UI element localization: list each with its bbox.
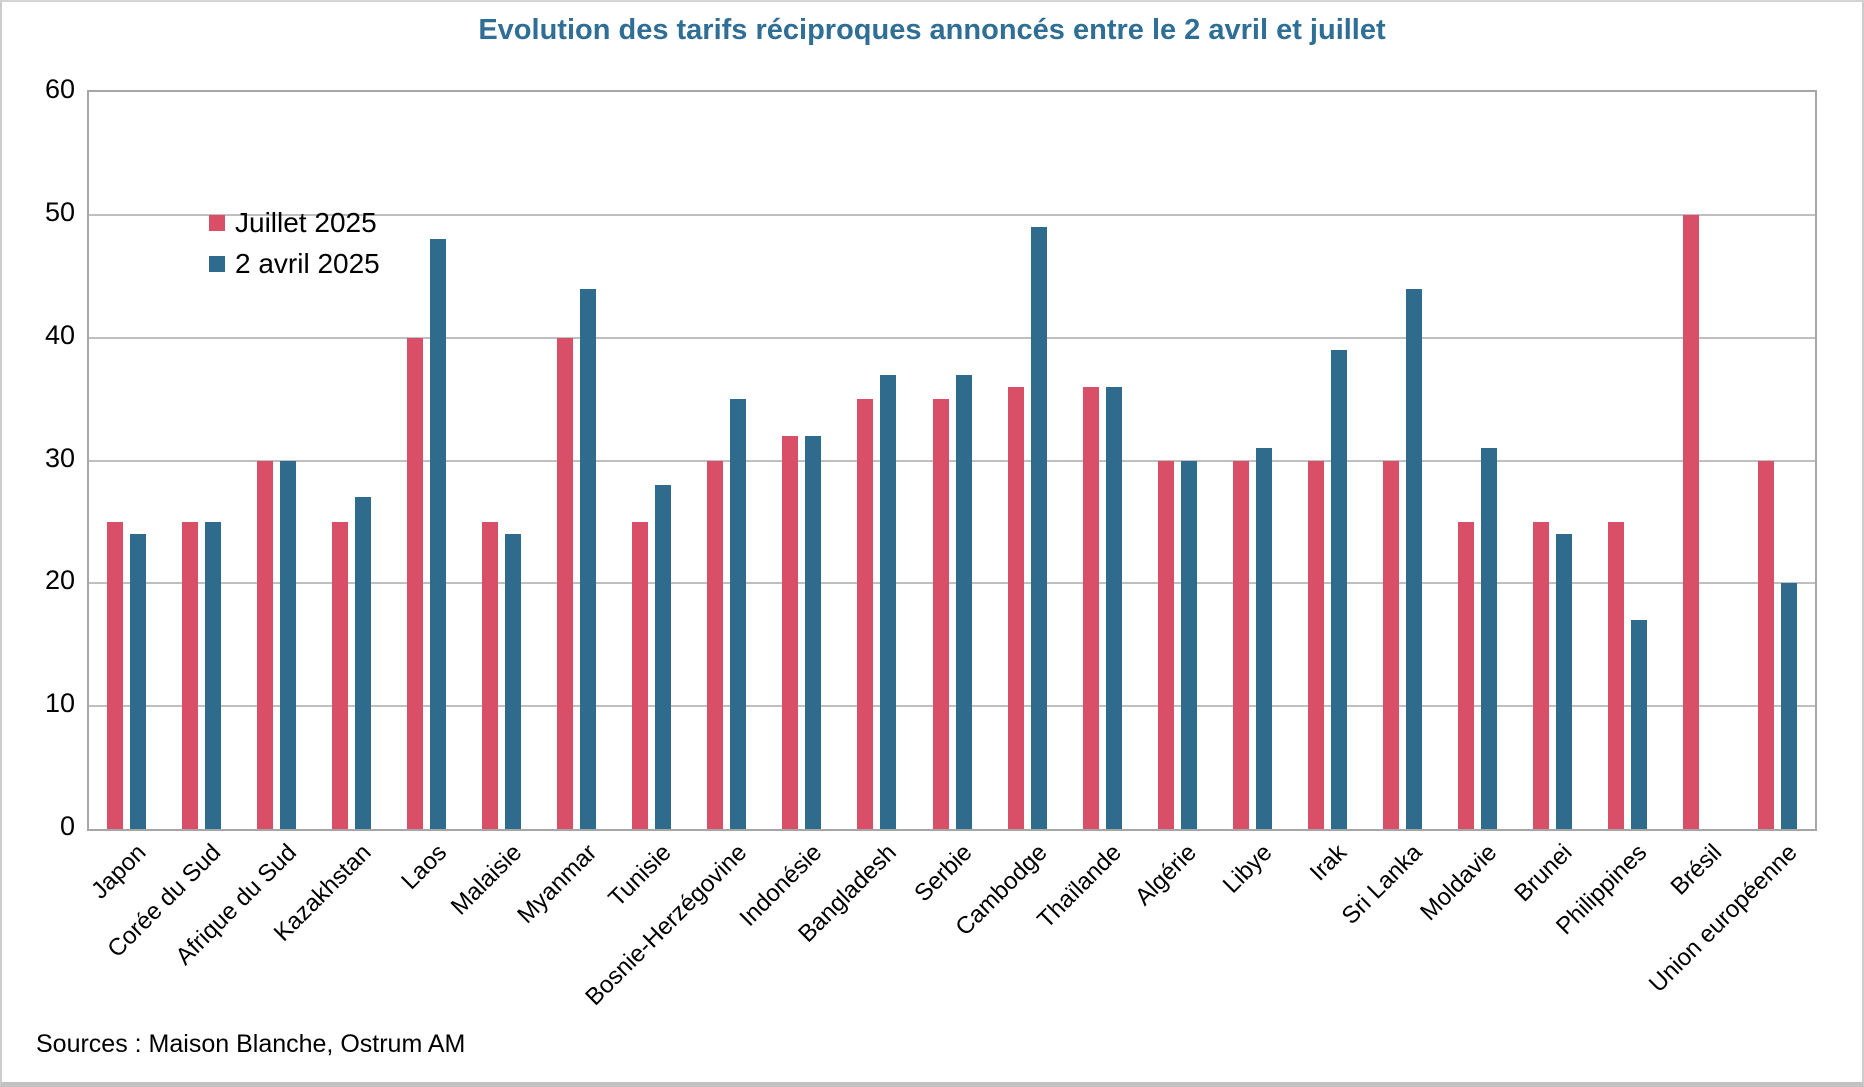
x-axis-label-tunisie: Tunisie <box>603 839 677 913</box>
bar-juillet-2025-algerie <box>1157 460 1174 829</box>
gridline-10 <box>89 705 1815 708</box>
bar-2-avril-2025-kazakhstan <box>355 497 372 829</box>
bar-juillet-2025-bresil <box>1682 214 1699 829</box>
x-axis-label-irak: Irak <box>1304 839 1353 887</box>
legend-swatch-juillet <box>209 215 225 231</box>
bar-2-avril-2025-philippines <box>1630 620 1647 829</box>
bar-2-avril-2025-tunisie <box>655 485 672 829</box>
bar-juillet-2025-bangladesh <box>857 399 874 829</box>
bar-2-avril-2025-laos <box>430 239 447 829</box>
bar-2-avril-2025-coree-du-sud <box>205 521 222 829</box>
bar-2-avril-2025-malaisie <box>505 534 522 829</box>
gridline-30 <box>89 459 1815 462</box>
bar-juillet-2025-thailande <box>1082 386 1099 829</box>
bar-juillet-2025-brunei <box>1532 521 1549 829</box>
bar-juillet-2025-japon <box>107 521 124 829</box>
bar-juillet-2025-serbie <box>932 399 949 829</box>
bar-juillet-2025-tunisie <box>632 521 649 829</box>
gridline-50 <box>89 213 1815 216</box>
legend-swatch-avril <box>209 256 225 272</box>
y-tick-label-60: 60 <box>44 74 75 104</box>
x-axis-label-japon: Japon <box>86 839 152 905</box>
y-tick-label-40: 40 <box>44 319 75 350</box>
bar-2-avril-2025-serbie <box>955 374 972 829</box>
bar-juillet-2025-philippines <box>1607 521 1624 829</box>
chart-title: Evolution des tarifs réciproques annoncé… <box>478 14 1386 46</box>
bar-juillet-2025-moldavie <box>1457 521 1474 829</box>
legend: Juillet 2025 2 avril 2025 <box>209 208 380 290</box>
bar-2-avril-2025-indonesie <box>805 435 822 829</box>
y-tick-label-0: 0 <box>59 811 75 841</box>
bar-2-avril-2025-moldavie <box>1480 448 1497 829</box>
y-tick-label-20: 20 <box>44 565 75 596</box>
x-axis-label-libye: Libye <box>1217 839 1278 899</box>
bar-2-avril-2025-bosnie-herzegovine <box>730 399 747 829</box>
bar-juillet-2025-irak <box>1307 460 1324 829</box>
plot-area: Juillet 2025 2 avril 2025 <box>87 90 1817 831</box>
legend-item-juillet: Juillet 2025 <box>209 208 380 238</box>
bar-2-avril-2025-brunei <box>1555 534 1572 829</box>
x-axis-label-moldavie: Moldavie <box>1415 839 1503 927</box>
bar-2-avril-2025-libye <box>1255 448 1272 829</box>
bar-2-avril-2025-japon <box>130 534 147 829</box>
bar-2-avril-2025-irak <box>1330 349 1347 829</box>
bar-2-avril-2025-afrique-du-sud <box>280 460 297 829</box>
gridline-20 <box>89 582 1815 585</box>
bar-juillet-2025-coree-du-sud <box>182 521 199 829</box>
bar-juillet-2025-afrique-du-sud <box>257 460 274 829</box>
bar-juillet-2025-bosnie-herzegovine <box>707 460 724 829</box>
bar-2-avril-2025-algerie <box>1180 460 1197 829</box>
legend-label-juillet: Juillet 2025 <box>235 207 377 238</box>
bar-juillet-2025-laos <box>407 337 424 829</box>
y-tick-label-10: 10 <box>44 688 75 719</box>
y-tick-label-30: 30 <box>44 442 75 473</box>
x-axis-label-laos: Laos <box>395 839 452 895</box>
gridline-40 <box>89 336 1815 339</box>
x-axis-label-sri-lanka: Sri Lanka <box>1336 839 1428 930</box>
bar-2-avril-2025-bangladesh <box>880 374 897 829</box>
x-axis-label-myanmar: Myanmar <box>512 839 602 929</box>
x-axis-label-bresil: Brésil <box>1665 839 1728 901</box>
bar-2-avril-2025-sri-lanka <box>1405 288 1422 829</box>
bar-juillet-2025-cambodge <box>1007 386 1024 829</box>
x-axis-label-algerie: Algérie <box>1130 839 1203 911</box>
bar-juillet-2025-malaisie <box>482 521 499 829</box>
bar-juillet-2025-libye <box>1232 460 1249 829</box>
x-axis-label-serbie: Serbie <box>908 839 978 908</box>
bar-2-avril-2025-cambodge <box>1030 227 1047 829</box>
x-axis-label-brunei: Brunei <box>1509 839 1578 908</box>
bar-juillet-2025-indonesie <box>782 435 799 829</box>
bar-2-avril-2025-union-europeenne <box>1780 583 1797 829</box>
legend-label-avril: 2 avril 2025 <box>235 248 380 279</box>
bar-juillet-2025-sri-lanka <box>1382 460 1399 829</box>
source-note: Sources : Maison Blanche, Ostrum AM <box>36 1030 466 1058</box>
bar-juillet-2025-myanmar <box>557 337 574 829</box>
bar-2-avril-2025-thailande <box>1105 386 1122 829</box>
legend-item-avril: 2 avril 2025 <box>209 249 380 279</box>
bar-juillet-2025-kazakhstan <box>332 521 349 829</box>
bar-2-avril-2025-myanmar <box>580 288 597 829</box>
bar-juillet-2025-union-europeenne <box>1757 460 1774 829</box>
y-tick-label-50: 50 <box>44 196 75 227</box>
